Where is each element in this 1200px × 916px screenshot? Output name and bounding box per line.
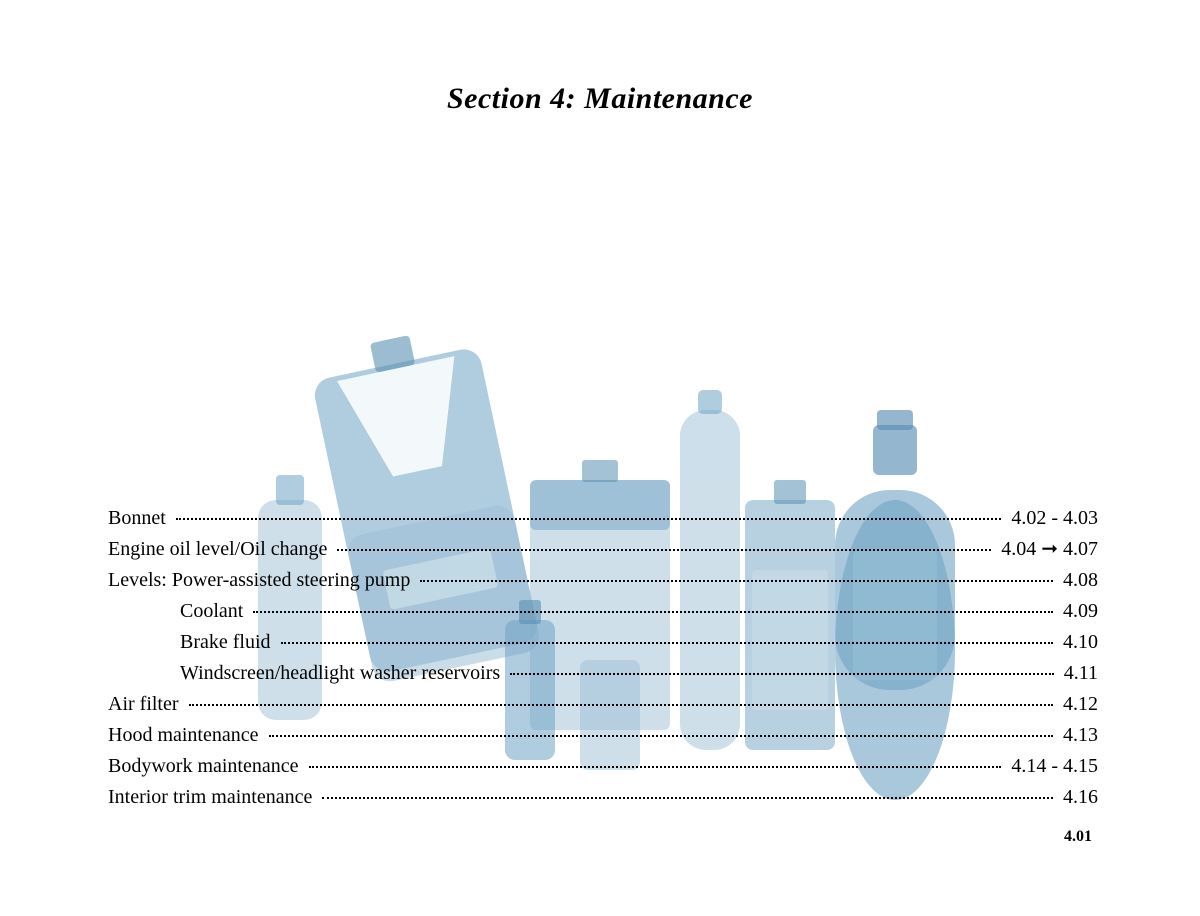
toc-entry-label: Levels: Power-assisted steering pump [108, 570, 416, 590]
toc-entry-page: 4.08 [1057, 570, 1098, 590]
section-title: Section 4: Maintenance [0, 82, 1200, 116]
toc-row: Engine oil level/Oil change 4.04 ➞ 4.07 [108, 539, 1098, 559]
toc-entry-page: 4.02 - 4.03 [1005, 508, 1098, 528]
toc-row: Coolant 4.09 [108, 601, 1098, 621]
toc-row: Bodywork maintenance 4.14 - 4.15 [108, 756, 1098, 776]
table-of-contents: Bonnet 4.02 - 4.03 Engine oil level/Oil ch… [108, 508, 1098, 818]
toc-entry-page: 4.16 [1057, 787, 1098, 807]
toc-entry-label: Engine oil level/Oil change [108, 539, 333, 559]
toc-leader-dots [337, 549, 991, 551]
page-number: 4.01 [1064, 828, 1092, 846]
toc-row: Interior trim maintenance 4.16 [108, 787, 1098, 807]
toc-entry-page: 4.10 [1057, 632, 1098, 652]
toc-leader-dots [281, 642, 1053, 644]
toc-entry-label: Coolant [180, 601, 249, 621]
toc-leader-dots [253, 611, 1053, 613]
toc-entry-page: 4.09 [1057, 601, 1098, 621]
toc-entry-label: Brake fluid [180, 632, 277, 652]
toc-leader-dots [309, 766, 1002, 768]
toc-row: Hood maintenance 4.13 [108, 725, 1098, 745]
toc-leader-dots [510, 673, 1054, 675]
toc-leader-dots [189, 704, 1053, 706]
toc-leader-dots [322, 797, 1053, 799]
toc-entry-label: Air filter [108, 694, 185, 714]
toc-row: Windscreen/headlight washer reservoirs 4.… [108, 663, 1098, 683]
toc-entry-label: Windscreen/headlight washer reservoirs [180, 663, 506, 683]
toc-entry-page: 4.12 [1057, 694, 1098, 714]
toc-entry-label: Bonnet [108, 508, 172, 528]
toc-leader-dots [176, 518, 1002, 520]
toc-row: Bonnet 4.02 - 4.03 [108, 508, 1098, 528]
toc-entry-page: 4.13 [1057, 725, 1098, 745]
toc-row: Air filter 4.12 [108, 694, 1098, 714]
toc-entry-page: 4.11 [1058, 663, 1098, 683]
toc-row: Brake fluid 4.10 [108, 632, 1098, 652]
toc-entry-page: 4.04 ➞ 4.07 [995, 539, 1098, 559]
toc-leader-dots [269, 735, 1054, 737]
toc-entry-label: Bodywork maintenance [108, 756, 305, 776]
toc-entry-label: Interior trim maintenance [108, 787, 318, 807]
toc-entry-label: Hood maintenance [108, 725, 265, 745]
document-page: Section 4: Maintenance Bonnet 4.02 - 4.03… [0, 0, 1200, 916]
toc-row: Levels: Power-assisted steering pump 4.08 [108, 570, 1098, 590]
toc-leader-dots [420, 580, 1053, 582]
toc-entry-page: 4.14 - 4.15 [1005, 756, 1098, 776]
